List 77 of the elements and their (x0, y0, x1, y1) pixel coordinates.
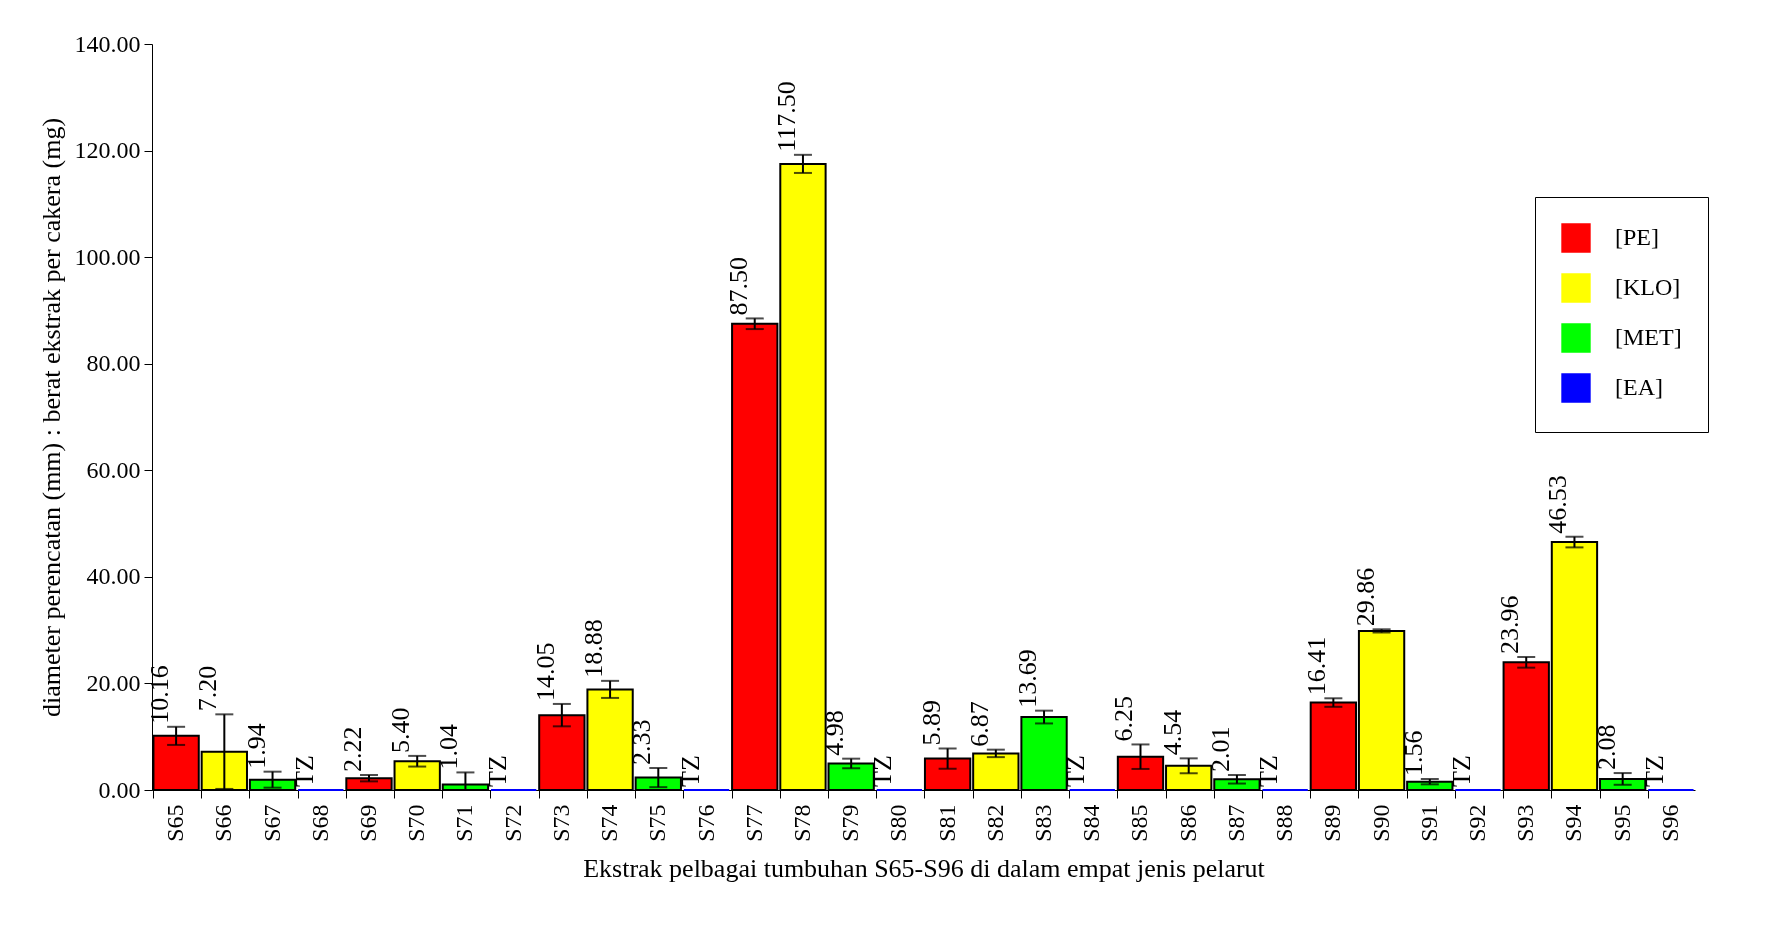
legend-label: [MET] (1615, 324, 1682, 350)
data-label: 4.98 (820, 710, 850, 756)
x-tick-label: S90 (1367, 804, 1394, 842)
x-tick-label: S95 (1608, 804, 1635, 842)
legend-label: [KLO] (1615, 274, 1681, 300)
x-tick-label: S67 (258, 804, 285, 842)
data-label: 46.53 (1543, 475, 1573, 534)
x-tick-label: S84 (1078, 804, 1105, 842)
x-tick-label: S91 (1415, 804, 1442, 842)
x-tick-label: S89 (1319, 804, 1346, 842)
y-tick-label: 20.00 (86, 669, 141, 696)
x-tick-label: S86 (1174, 804, 1201, 842)
x-tick-label: S77 (740, 804, 767, 842)
data-label: TZ (482, 755, 512, 787)
data-label: 5.40 (386, 707, 416, 753)
x-tick-label: S75 (644, 804, 671, 842)
data-label: TZ (1447, 755, 1477, 787)
x-tick-label: S80 (885, 804, 912, 842)
legend-label: [EA] (1615, 374, 1663, 400)
data-label: 18.88 (579, 619, 609, 678)
y-tick-label: 140.00 (74, 30, 141, 57)
x-tick-label: S71 (451, 804, 478, 842)
x-tick-label: S82 (981, 804, 1008, 842)
data-label: 2.01 (1205, 726, 1235, 773)
x-tick-label: S68 (306, 804, 333, 842)
x-tick-label: S85 (1126, 804, 1153, 842)
x-tick-label: S79 (837, 804, 864, 842)
data-label: 29.86 (1350, 567, 1380, 627)
data-label: TZ (1061, 755, 1091, 787)
x-tick-label: S65 (162, 804, 189, 842)
x-tick-label: S93 (1512, 804, 1539, 842)
x-tick-label: S81 (933, 804, 960, 842)
x-tick-label: S78 (788, 804, 815, 842)
data-label: 4.54 (1157, 709, 1187, 756)
data-label: 2.22 (337, 726, 367, 772)
data-label: TZ (1254, 755, 1284, 787)
data-label: 14.05 (530, 642, 560, 701)
x-tick-label: S72 (499, 804, 526, 842)
data-label: 23.96 (1495, 595, 1525, 654)
y-tick-label: 100.00 (74, 243, 141, 270)
x-tick-label: S73 (547, 804, 574, 842)
data-label: 1.04 (434, 723, 464, 770)
data-label: 2.08 (1591, 724, 1621, 771)
data-label: 1.56 (1398, 730, 1428, 777)
x-tick-label: S94 (1560, 804, 1587, 842)
y-tick-label: 120.00 (74, 137, 141, 164)
x-tick-label: S87 (1222, 804, 1249, 842)
data-label: 6.87 (964, 701, 994, 747)
y-tick-label: 0.00 (98, 776, 141, 803)
y-tick-label: 80.00 (86, 350, 141, 377)
data-label: TZ (675, 755, 705, 787)
y-tick-label: 60.00 (86, 456, 141, 483)
data-label: TZ (868, 755, 898, 787)
data-label: TZ (1639, 755, 1669, 787)
data-label: 6.25 (1109, 695, 1139, 742)
data-label: 16.41 (1302, 636, 1332, 696)
x-tick-label: S76 (692, 804, 719, 842)
data-label: 7.20 (193, 665, 223, 712)
x-axis-title: Ekstrak pelbagai tumbuhan S65-S96 di dalam empat jenis pelarut (583, 853, 1266, 883)
x-tick-label: S69 (354, 804, 381, 842)
y-tick-label: 40.00 (86, 563, 141, 590)
x-tick-label: S66 (210, 804, 237, 842)
data-label: 1.94 (241, 723, 271, 769)
x-tick-label: S70 (403, 804, 430, 842)
x-tick-label: S96 (1656, 804, 1683, 842)
x-tick-label: S88 (1271, 804, 1298, 842)
x-tick-label: S92 (1464, 804, 1491, 842)
legend-label: [PE] (1615, 224, 1659, 250)
data-label: 5.89 (916, 699, 946, 746)
y-axis-title: diameter perencatan (mm) : berat ekstrak per cakera (mg) (36, 117, 66, 718)
x-tick-label: S74 (596, 804, 623, 842)
data-label: 2.33 (627, 719, 657, 765)
x-tick-label: S83 (1030, 804, 1057, 842)
data-label: 13.69 (1013, 649, 1043, 708)
data-label: 87.50 (723, 256, 753, 316)
data-label: 117.50 (771, 81, 801, 152)
data-label: TZ (289, 755, 319, 787)
